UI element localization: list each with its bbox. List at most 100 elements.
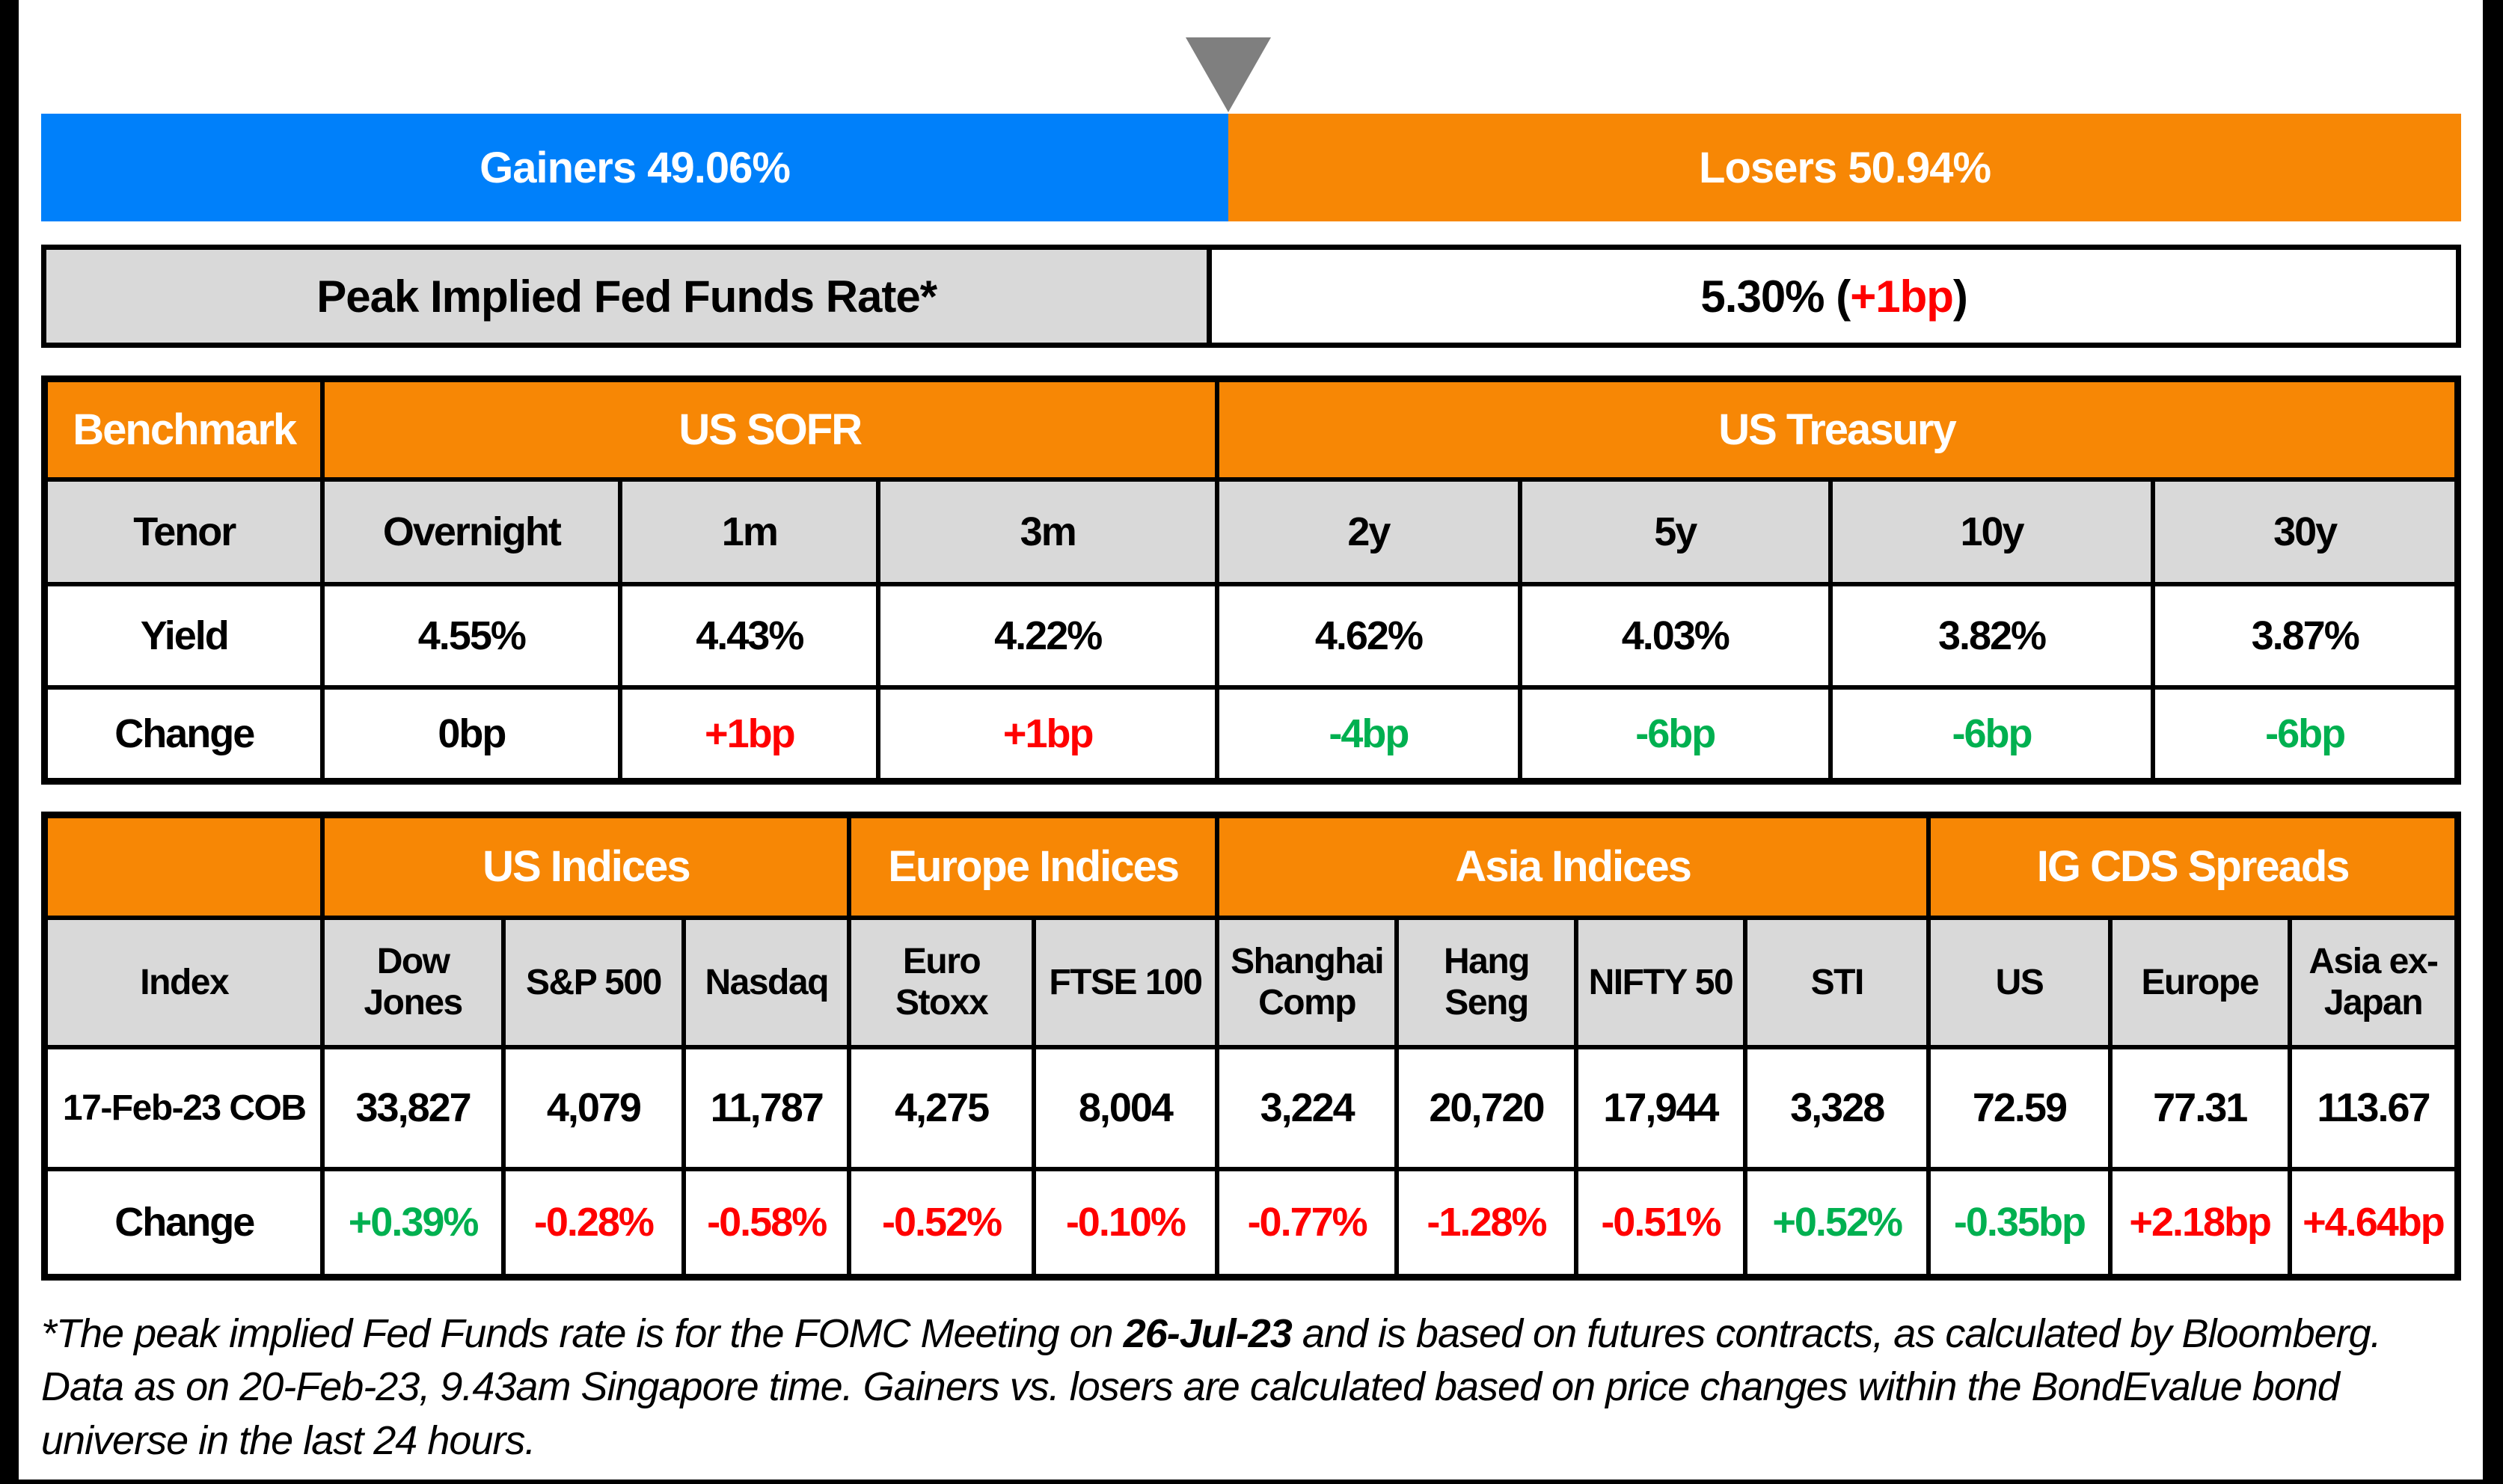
indices-table: US Indices Europe Indices Asia Indices I…	[41, 812, 2461, 1281]
tenor-cell: 10y	[1828, 476, 2156, 586]
tenor-row-label: Tenor	[42, 476, 325, 586]
index-value-cell: 17,944	[1573, 1044, 1748, 1171]
gainers-label: Gainers 49.06%	[480, 143, 791, 192]
right-border-strip	[2483, 0, 2503, 1484]
yield-cell: 3.82%	[1828, 581, 2156, 690]
footnote-part2: and is based on futures contracts, as ca…	[41, 1311, 2382, 1463]
fed-funds-rate: 5.30% (	[1700, 271, 1851, 322]
index-change-cell: -0.51%	[1573, 1166, 1748, 1280]
fed-funds-label: Peak Implied Fed Funds Rate*	[46, 250, 1213, 343]
change-cell: -6bp	[1828, 684, 2156, 784]
index-change-cell: -0.77%	[1214, 1166, 1400, 1280]
left-border-strip	[0, 0, 19, 1484]
tenor-cell: 3m	[876, 476, 1219, 586]
yield-cell: 4.55%	[320, 581, 623, 690]
index-name-cell: STI	[1743, 915, 1931, 1049]
us-indices-group-cell: US Indices	[320, 812, 852, 920]
index-name-cell: Shanghai Comp	[1214, 915, 1400, 1049]
index-value-cell: 4,275	[847, 1044, 1036, 1171]
index-change-cell: -0.52%	[847, 1166, 1036, 1280]
index-value-cell: 3,328	[1743, 1044, 1931, 1171]
change-cell: -4bp	[1214, 684, 1522, 784]
change-cell: +1bp	[876, 684, 1219, 784]
split-marker-triangle-icon	[1186, 37, 1271, 112]
gainers-segment: Gainers 49.06%	[41, 114, 1229, 221]
footnote: *The peak implied Fed Funds rate is for …	[41, 1307, 2450, 1468]
yield-cell: 4.43%	[618, 581, 881, 690]
index-name-cell: US	[1926, 915, 2113, 1049]
change-row-label: Change	[42, 1166, 325, 1280]
benchmark-title-cell: Benchmark	[42, 376, 325, 482]
tenor-cell: 2y	[1214, 476, 1522, 586]
index-name-cell: FTSE 100	[1031, 915, 1219, 1049]
value-row-label: 17-Feb-23 COB	[42, 1044, 325, 1171]
index-name-cell: Europe	[2107, 915, 2292, 1049]
change-row-label: Change	[42, 684, 325, 784]
index-change-cell: +2.18bp	[2107, 1166, 2292, 1280]
yield-cell: 4.22%	[876, 581, 1219, 690]
index-value-cell: 8,004	[1031, 1044, 1219, 1171]
indices-group-header-row: US Indices Europe Indices Asia Indices I…	[42, 812, 2460, 920]
index-change-cell: -0.28%	[500, 1166, 687, 1280]
empty-corner-cell	[42, 812, 325, 920]
index-row-label: Index	[42, 915, 325, 1049]
us-treasury-group-cell: US Treasury	[1214, 376, 2460, 482]
yield-cell: 3.87%	[2151, 581, 2460, 690]
yield-cell: 4.62%	[1214, 581, 1522, 690]
tenor-cell: Overnight	[320, 476, 623, 586]
index-change-cell: -0.10%	[1031, 1166, 1219, 1280]
index-change-cell: -0.35bp	[1926, 1166, 2113, 1280]
bottom-border-strip	[0, 1480, 2503, 1484]
tenor-cell: 5y	[1517, 476, 1833, 586]
index-change-cell: +4.64bp	[2287, 1166, 2460, 1280]
change-cell: -6bp	[1517, 684, 1833, 784]
yield-cell: 4.03%	[1517, 581, 1833, 690]
benchmark-header-row: Benchmark US SOFR US Treasury	[42, 376, 2460, 482]
index-change-cell: -1.28%	[1394, 1166, 1578, 1280]
index-name-cell: NIFTY 50	[1573, 915, 1748, 1049]
index-value-cell: 11,787	[681, 1044, 852, 1171]
index-change-row: Change +0.39% -0.28% -0.58% -0.52% -0.10…	[42, 1166, 2460, 1280]
fed-funds-close-paren: )	[1952, 271, 1968, 322]
tenor-row: Tenor Overnight 1m 3m 2y 5y 10y 30y	[42, 476, 2460, 586]
index-change-cell: -0.58%	[681, 1166, 852, 1280]
index-name-row: Index Dow Jones S&P 500 Nasdaq Euro Stox…	[42, 915, 2460, 1049]
index-change-cell: +0.52%	[1743, 1166, 1931, 1280]
benchmark-table: Benchmark US SOFR US Treasury Tenor Over…	[41, 375, 2461, 785]
index-value-cell: 72.59	[1926, 1044, 2113, 1171]
index-change-cell: +0.39%	[320, 1166, 506, 1280]
tenor-cell: 1m	[618, 476, 881, 586]
change-cell: +1bp	[618, 684, 881, 784]
us-sofr-group-cell: US SOFR	[320, 376, 1219, 482]
tenor-cell: 30y	[2151, 476, 2460, 586]
gainers-losers-bar: Gainers 49.06% Losers 50.94%	[41, 114, 2461, 221]
fed-funds-change: +1bp	[1850, 271, 1954, 322]
footnote-fomc-date: 26-Jul-23	[1123, 1311, 1293, 1356]
benchmark-change-row: Change 0bp +1bp +1bp -4bp -6bp -6bp -6bp	[42, 684, 2460, 784]
index-value-cell: 4,079	[500, 1044, 687, 1171]
yield-row-label: Yield	[42, 581, 325, 690]
index-value-cell: 3,224	[1214, 1044, 1400, 1171]
yield-row: Yield 4.55% 4.43% 4.22% 4.62% 4.03% 3.82…	[42, 581, 2460, 690]
losers-label: Losers 50.94%	[1699, 143, 1991, 192]
index-value-cell: 33,827	[320, 1044, 506, 1171]
index-name-cell: S&P 500	[500, 915, 687, 1049]
index-name-cell: Nasdaq	[681, 915, 852, 1049]
index-value-cell: 113.67	[2287, 1044, 2460, 1171]
index-name-cell: Dow Jones	[320, 915, 506, 1049]
ig-cds-group-cell: IG CDS Spreads	[1926, 812, 2460, 920]
change-cell: 0bp	[320, 684, 623, 784]
index-value-row: 17-Feb-23 COB 33,827 4,079 11,787 4,275 …	[42, 1044, 2460, 1171]
index-value-cell: 20,720	[1394, 1044, 1578, 1171]
fed-funds-value: 5.30% (+1bp)	[1212, 250, 2456, 343]
index-name-cell: Euro Stoxx	[847, 915, 1036, 1049]
fed-funds-row: Peak Implied Fed Funds Rate* 5.30% (+1bp…	[41, 245, 2461, 348]
index-name-cell: Hang Seng	[1394, 915, 1578, 1049]
losers-segment: Losers 50.94%	[1228, 114, 2461, 221]
europe-indices-group-cell: Europe Indices	[847, 812, 1219, 920]
asia-indices-group-cell: Asia Indices	[1214, 812, 1931, 920]
change-cell: -6bp	[2151, 684, 2460, 784]
index-value-cell: 77.31	[2107, 1044, 2292, 1171]
footnote-part1: *The peak implied Fed Funds rate is for …	[41, 1311, 1124, 1356]
